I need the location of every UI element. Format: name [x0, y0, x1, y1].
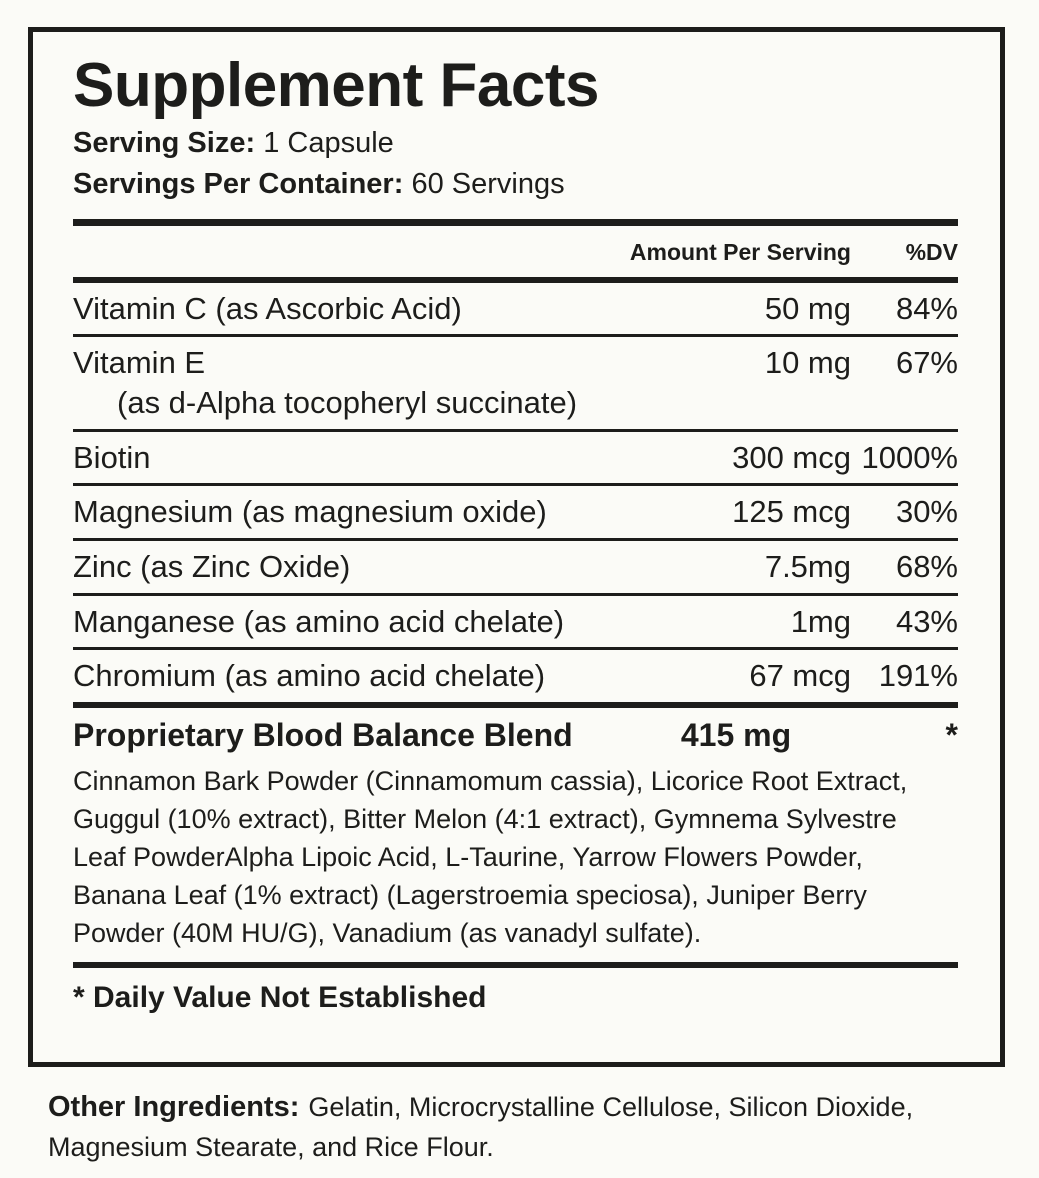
nutrient-amount: 7.5mg — [764, 548, 851, 584]
rule-below-serving-info — [73, 218, 958, 226]
table-row: Zinc (as Zinc Oxide) 7.5mg 68% — [73, 541, 958, 593]
other-ingredients-label: Other Ingredients: — [48, 1091, 300, 1123]
nutrient-amount: 50 mg — [764, 290, 851, 326]
nutrient-dv: 30% — [895, 494, 958, 530]
nutrient-name: Vitamin C (as Ascorbic Acid) — [73, 290, 462, 326]
nutrient-dv: 67% — [895, 345, 958, 381]
blend-header-row: Proprietary Blood Balance Blend 415 mg * — [73, 708, 958, 760]
nutrient-name: Vitamin E — [73, 345, 206, 381]
serving-size-value: 1 Capsule — [263, 127, 394, 160]
column-header-amount: Amount Per Serving — [629, 238, 851, 265]
table-row: Manganese (as amino acid chelate) 1mg 43… — [73, 596, 958, 648]
daily-value-footnote: * Daily Value Not Established — [73, 981, 487, 1015]
nutrient-name: Chromium (as amino acid chelate) — [73, 658, 546, 694]
page-title: Supplement Facts — [73, 51, 600, 120]
nutrient-dv: 43% — [895, 603, 958, 639]
blend-ingredients: Cinnamon Bark Powder (Cinnamomum cassia)… — [73, 765, 908, 949]
nutrient-name-sub: (as d-Alpha tocopheryl succinate) — [117, 384, 578, 420]
table-row: Biotin 300 mcg 1000% — [73, 432, 958, 484]
table-row: Vitamin C (as Ascorbic Acid) 50 mg 84% — [73, 283, 958, 335]
serving-size-label: Serving Size: — [73, 127, 256, 160]
row-divider — [73, 428, 958, 432]
nutrient-name-group: Vitamin E (as d-Alpha tocopheryl succina… — [73, 343, 621, 422]
row-divider — [73, 334, 958, 338]
nutrient-amount: 1mg — [790, 603, 851, 639]
row-divider — [73, 647, 958, 651]
table-row: Chromium (as amino acid chelate) 67 mcg … — [73, 650, 958, 702]
nutrient-name: Manganese (as amino acid chelate) — [73, 603, 565, 639]
column-headers: Amount Per Serving %DV — [73, 226, 958, 277]
supplement-facts-panel: Supplement Facts Serving Size: 1 Capsule… — [28, 27, 1005, 1067]
table-row: Vitamin E (as d-Alpha tocopheryl succina… — [73, 337, 958, 428]
nutrient-amount: 125 mcg — [732, 494, 851, 530]
blend-dv-asterisk: * — [945, 716, 958, 753]
nutrient-name: Biotin — [73, 439, 151, 475]
nutrient-dv: 1000% — [861, 439, 958, 475]
nutrient-amount: 10 mg — [764, 345, 851, 381]
rule-below-blend — [73, 962, 958, 969]
nutrient-dv: 68% — [895, 548, 958, 584]
rule-below-column-headers — [73, 276, 958, 283]
row-divider — [73, 592, 958, 596]
nutrient-name: Zinc (as Zinc Oxide) — [73, 548, 351, 584]
servings-per-container-line: Servings Per Container: 60 Servings — [73, 164, 958, 205]
blend-amount: 415 mg — [680, 716, 792, 753]
column-header-dv: %DV — [905, 238, 958, 265]
row-divider — [73, 483, 958, 487]
nutrient-rows: Vitamin C (as Ascorbic Acid) 50 mg 84% V… — [73, 283, 958, 702]
supplement-facts-content: Supplement Facts Serving Size: 1 Capsule… — [73, 54, 958, 1015]
blend-name: Proprietary Blood Balance Blend — [73, 716, 573, 753]
serving-size-line: Serving Size: 1 Capsule — [73, 123, 958, 164]
other-ingredients-value: Gelatin, Microcrystalline Cellulose, Sil… — [48, 1092, 914, 1163]
row-divider — [73, 537, 958, 541]
nutrient-amount: 300 mcg — [732, 439, 851, 475]
nutrient-name: Magnesium (as magnesium oxide) — [73, 494, 547, 530]
servings-per-container-label: Servings Per Container: — [73, 168, 404, 201]
servings-per-container-value: 60 Servings — [411, 168, 565, 201]
nutrient-dv: 84% — [895, 290, 958, 326]
other-ingredients: Other Ingredients: Gelatin, Microcrystall… — [48, 1086, 1023, 1167]
nutrient-dv: 191% — [878, 658, 958, 694]
nutrient-amount: 67 mcg — [749, 658, 851, 694]
table-row: Magnesium (as magnesium oxide) 125 mcg 3… — [73, 486, 958, 538]
rule-above-blend — [73, 701, 958, 708]
